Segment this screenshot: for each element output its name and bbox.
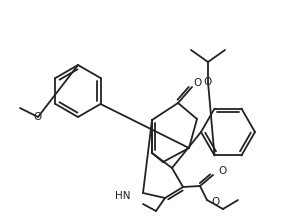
Text: O: O	[193, 78, 201, 88]
Text: HN: HN	[116, 191, 131, 201]
Text: O: O	[34, 112, 42, 122]
Text: O: O	[211, 197, 219, 207]
Text: O: O	[204, 77, 212, 87]
Text: O: O	[218, 166, 226, 176]
